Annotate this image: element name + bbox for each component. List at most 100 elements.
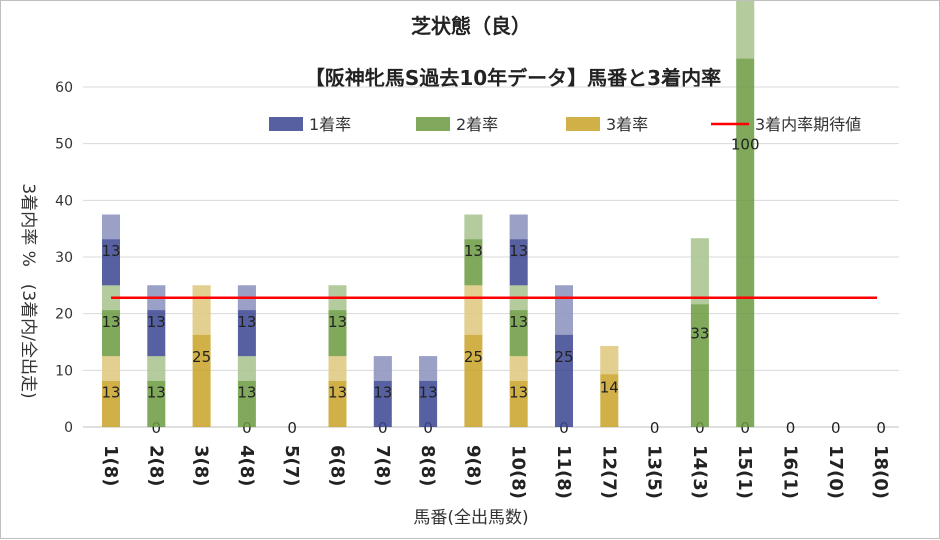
bar-segment bbox=[464, 214, 483, 286]
bar-highlight bbox=[509, 214, 528, 240]
data-label: 0 bbox=[876, 419, 886, 437]
data-label: 0 bbox=[378, 419, 388, 437]
bar-segment bbox=[509, 214, 528, 286]
data-label: 13 bbox=[328, 313, 347, 331]
bar-segment bbox=[509, 356, 528, 427]
legend-label: 1着率 bbox=[309, 115, 351, 134]
y-axis-label: 3着内率 % (3着内/全出走) bbox=[18, 183, 38, 398]
bar-segment bbox=[147, 285, 166, 357]
x-tick-label: 15(1) bbox=[734, 445, 755, 499]
data-label: 0 bbox=[559, 419, 569, 437]
x-tick-label: 5(7) bbox=[281, 445, 302, 487]
data-label: 25 bbox=[464, 348, 483, 366]
bar-segment bbox=[102, 285, 120, 357]
data-label: 0 bbox=[423, 419, 433, 437]
data-label: 0 bbox=[242, 419, 252, 437]
data-label: 13 bbox=[509, 313, 528, 331]
x-tick-label: 2(8) bbox=[145, 445, 166, 487]
bar-highlight bbox=[736, 1, 755, 59]
x-tick-label: 4(8) bbox=[236, 445, 257, 487]
x-tick-label: 12(7) bbox=[598, 445, 619, 499]
data-label: 0 bbox=[152, 419, 162, 437]
data-label: 13 bbox=[101, 313, 120, 331]
x-tick-label: 17(0) bbox=[825, 445, 846, 499]
data-label: 13 bbox=[328, 384, 347, 402]
data-label: 13 bbox=[101, 242, 120, 260]
y-tick-label: 50 bbox=[55, 137, 73, 153]
legend-swatch bbox=[566, 117, 600, 131]
legend-label: 3着内率期待値 bbox=[755, 115, 861, 134]
legend-swatch bbox=[269, 117, 303, 131]
bar-segment bbox=[555, 285, 573, 427]
x-tick-label: 13(5) bbox=[644, 445, 665, 499]
bar-segment bbox=[373, 356, 392, 427]
data-label: 33 bbox=[690, 325, 709, 343]
data-label: 0 bbox=[695, 419, 705, 437]
data-label: 100 bbox=[731, 136, 760, 154]
data-label: 13 bbox=[237, 313, 256, 331]
bar-segment bbox=[237, 356, 256, 427]
y-tick-label: 40 bbox=[55, 193, 73, 209]
bar-segment bbox=[237, 285, 256, 357]
bar-highlight bbox=[373, 356, 392, 381]
chart-subtitle: 【阪神牝馬S過去10年データ】馬番と3着内率 bbox=[305, 66, 721, 90]
x-tick-label: 10(8) bbox=[508, 445, 529, 499]
bar-segment bbox=[328, 285, 347, 357]
x-tick-label: 9(8) bbox=[462, 445, 483, 487]
bar-segment bbox=[419, 356, 438, 427]
data-label: 13 bbox=[464, 242, 483, 260]
data-label: 13 bbox=[147, 384, 166, 402]
bar-segment bbox=[736, 1, 755, 428]
bar-highlight bbox=[690, 238, 709, 305]
bar-segment bbox=[464, 285, 483, 427]
data-label: 13 bbox=[509, 384, 528, 402]
y-tick-label: 60 bbox=[55, 80, 73, 96]
data-label: 13 bbox=[373, 384, 392, 402]
bar-highlight bbox=[555, 285, 573, 335]
bar-highlight bbox=[328, 356, 347, 381]
x-tick-label: 3(8) bbox=[191, 445, 212, 487]
data-label: 0 bbox=[831, 419, 841, 437]
x-tick-label: 11(8) bbox=[553, 445, 574, 499]
y-tick-label: 20 bbox=[55, 307, 73, 323]
data-label: 13 bbox=[509, 242, 528, 260]
x-tick-label: 18(0) bbox=[870, 445, 891, 499]
bar-highlight bbox=[509, 356, 528, 381]
x-tick-label: 8(8) bbox=[417, 445, 438, 487]
data-label: 13 bbox=[237, 384, 256, 402]
x-axis-label: 馬番(全出馬数) bbox=[413, 508, 528, 528]
bar-segment bbox=[328, 356, 347, 427]
bar-segment bbox=[147, 356, 166, 427]
bar-highlight bbox=[192, 285, 211, 335]
x-tick-label: 16(1) bbox=[780, 445, 801, 499]
data-label: 0 bbox=[740, 419, 750, 437]
bar-highlight bbox=[102, 356, 120, 381]
x-tick-label: 7(8) bbox=[372, 445, 393, 487]
x-tick-label: 6(8) bbox=[327, 445, 348, 487]
bar-segment bbox=[690, 238, 709, 427]
y-tick-label: 10 bbox=[55, 363, 73, 379]
data-label: 25 bbox=[192, 348, 211, 366]
bars: 13 13 13 0 13 13 25 0 13 13 0 13 13 0 13 0 13 25 13 13 13 13 0… bbox=[101, 1, 886, 437]
bar-highlight bbox=[147, 356, 166, 381]
bar-segment bbox=[192, 285, 211, 427]
data-label: 13 bbox=[101, 384, 120, 402]
data-label: 25 bbox=[554, 348, 573, 366]
axis-ticks: 0 10 20 30 40 50 60 1(8) 2(8) 3(8) 4(8) 5(7) 6(8) 7(8… bbox=[55, 80, 891, 499]
bar-highlight bbox=[600, 345, 619, 375]
bar-highlight bbox=[237, 356, 256, 381]
bar-segment bbox=[102, 214, 120, 286]
bar-highlight bbox=[464, 285, 483, 335]
bar-segment bbox=[509, 285, 528, 357]
bar-segment bbox=[600, 345, 619, 427]
data-label: 13 bbox=[147, 313, 166, 331]
data-label: 13 bbox=[419, 384, 438, 402]
legend-label: 3着率 bbox=[606, 115, 648, 134]
bar-highlight bbox=[419, 356, 438, 381]
chart-title: 芝状態（良） bbox=[411, 14, 531, 38]
y-tick-label: 30 bbox=[55, 250, 73, 266]
bar-segment bbox=[102, 356, 120, 427]
data-label: 0 bbox=[786, 419, 796, 437]
